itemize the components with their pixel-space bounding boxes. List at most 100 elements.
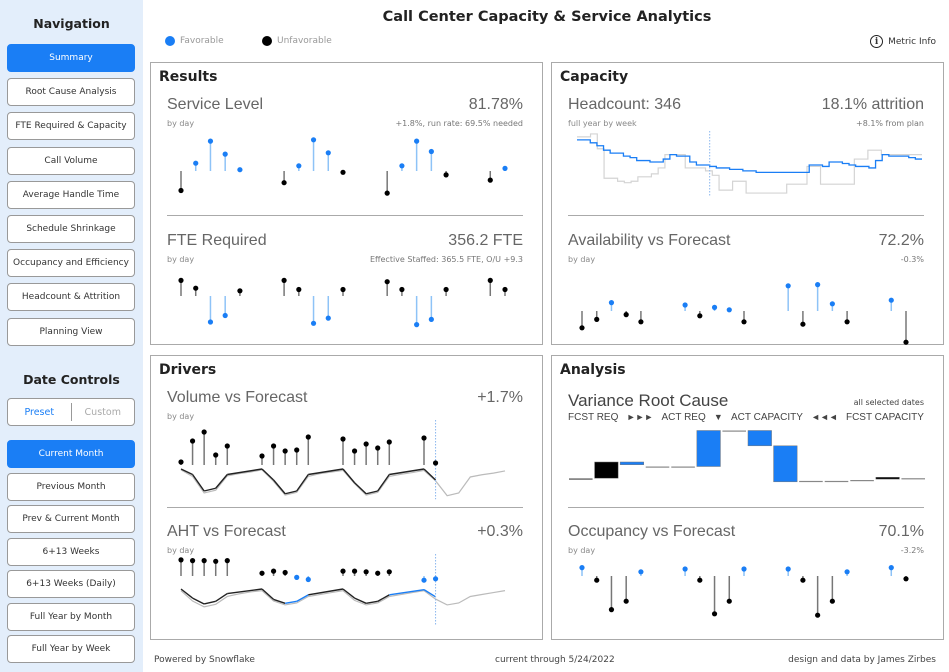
nav-button-root-cause-analysis[interactable]: Root Cause Analysis: [7, 78, 135, 107]
toggle-preset[interactable]: Preset: [24, 406, 55, 418]
service-level-detail: +1.8%, run rate: 69.5% needed: [395, 119, 523, 128]
actual-line-segment: [273, 598, 286, 604]
lollipop-dot: [375, 445, 381, 451]
actual-line-segment: [308, 588, 344, 596]
waterfall-bar: [799, 480, 823, 483]
lollipop-mark: [375, 445, 381, 465]
date-button-6-13-weeks[interactable]: 6+13 Weeks: [7, 537, 135, 566]
lollipop-dot: [213, 558, 219, 564]
date-button-prev-current-month[interactable]: Prev & Current Month: [7, 505, 135, 533]
lollipop-dot: [903, 576, 909, 582]
lollipop-dot: [888, 565, 894, 571]
lollipop-dot: [711, 304, 718, 310]
date-button-previous-month[interactable]: Previous Month: [7, 472, 135, 501]
lollipop-mark: [237, 288, 243, 296]
lollipop-mark: [340, 169, 346, 175]
lollipop-mark: [270, 443, 277, 465]
lollipop-dot: [428, 148, 434, 155]
nav-button-planning-view[interactable]: Planning View: [7, 317, 135, 346]
lollipop-mark: [193, 285, 199, 296]
lollipop-mark: [428, 296, 434, 322]
flow-item: ◄◄◄: [811, 412, 838, 422]
actual-line-segment: [377, 594, 390, 602]
lollipop-mark: [443, 286, 449, 296]
legend-favorable-label: Favorable: [180, 36, 224, 46]
footer-credit: design and data by James Zirbes: [788, 655, 936, 665]
lollipop-dot: [594, 577, 600, 583]
preset-custom-toggle[interactable]: Preset Custom: [7, 398, 135, 426]
date-button-full-year-by-month[interactable]: Full Year by Month: [7, 602, 135, 631]
waterfall-bar: [671, 466, 695, 468]
lollipop-dot: [421, 435, 427, 441]
nav-button-headcount-attrition[interactable]: Headcount & Attrition: [7, 283, 135, 312]
lollipop-mark: [829, 576, 835, 604]
actual-line-segment: [389, 588, 425, 596]
flow-item: ACT CAPACITY: [731, 412, 803, 423]
lollipop-mark: [193, 160, 199, 171]
lollipop-dot: [502, 286, 508, 293]
actual-line-segment: [389, 468, 425, 476]
lollipop-dot: [443, 172, 449, 178]
flow-item: ACT REQ: [661, 412, 706, 423]
lollipop-mark: [305, 434, 311, 465]
lollipop-dot: [207, 138, 214, 144]
lollipop-mark: [443, 171, 449, 178]
lollipop-mark: [726, 307, 732, 313]
lollipop-mark: [608, 576, 615, 613]
lollipop-dot: [414, 322, 420, 328]
lollipop-dot: [237, 288, 243, 294]
actual-line-segment: [180, 468, 193, 476]
lollipop-dot: [294, 574, 300, 580]
aht-name: AHT vs Forecast: [167, 523, 286, 540]
date-button-6-13-weeks-daily[interactable]: 6+13 Weeks (Daily): [7, 570, 135, 598]
date-controls-heading: Date Controls: [23, 372, 120, 387]
volume-name: Volume vs Forecast: [167, 389, 308, 406]
actual-line-segment: [365, 490, 378, 495]
variance-waterfall-chart: [569, 430, 925, 483]
date-button-current-month[interactable]: Current Month: [7, 440, 135, 468]
lollipop-dot: [432, 576, 439, 582]
lollipop-mark: [487, 171, 493, 183]
occupancy-sub: by day: [568, 546, 596, 555]
divider: [568, 507, 924, 508]
lollipop-dot: [294, 447, 300, 453]
date-button-full-year-by-week[interactable]: Full Year by Week: [7, 635, 135, 663]
nav-button-fte-required-capacity[interactable]: FTE Required & Capacity: [7, 112, 135, 141]
nav-button-schedule-shrinkage[interactable]: Schedule Shrinkage: [7, 215, 135, 243]
lollipop-mark: [844, 569, 850, 576]
lollipop-dot: [399, 163, 405, 169]
lollipop-mark: [428, 148, 434, 171]
nav-button-summary[interactable]: Summary: [7, 44, 135, 72]
footer-powered-by: Powered by Snowflake: [154, 655, 255, 665]
volume-chart: [178, 420, 506, 500]
unfavorable-dot-icon: [262, 36, 272, 46]
nav-button-average-handle-time[interactable]: Average Handle Time: [7, 180, 135, 209]
nav-button-occupancy-and-efficiency[interactable]: Occupancy and Efficiency: [7, 249, 135, 278]
actual-line-segment: [273, 479, 286, 495]
actual-line-segment: [215, 592, 228, 602]
plan-line: [577, 133, 922, 194]
lollipop-mark: [682, 566, 688, 576]
lollipop-dot: [638, 319, 644, 325]
lollipop-dot: [259, 570, 265, 576]
actual-line-segment: [366, 600, 378, 604]
lollipop-mark: [903, 311, 909, 345]
lollipop-dot: [386, 439, 392, 445]
forecast-line: [180, 469, 506, 497]
nav-button-call-volume[interactable]: Call Volume: [7, 146, 135, 175]
lollipop-mark: [594, 311, 600, 322]
toggle-custom[interactable]: Custom: [84, 406, 121, 418]
lollipop-mark: [305, 576, 311, 583]
lollipop-mark: [213, 452, 219, 465]
actual-line-segment: [354, 597, 367, 604]
lollipop-mark: [384, 279, 390, 296]
lollipop-mark: [340, 436, 346, 465]
actual-line-segment: [354, 482, 367, 495]
lollipop-mark: [270, 568, 277, 576]
lollipop-dot: [213, 452, 219, 458]
metric-info-button[interactable]: i Metric Info: [870, 35, 936, 48]
lollipop-dot: [726, 598, 732, 604]
occupancy-detail: -3.2%: [900, 546, 924, 555]
availability-chart: [579, 282, 909, 345]
lollipop-mark: [222, 296, 228, 319]
